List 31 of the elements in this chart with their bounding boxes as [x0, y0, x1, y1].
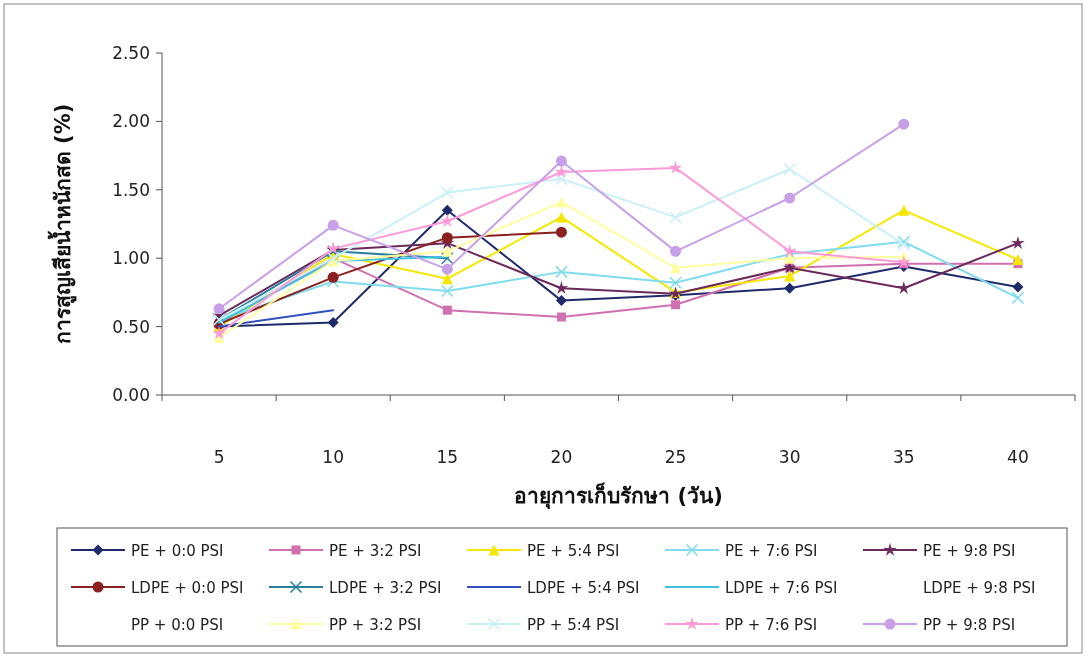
x-tick-label: 35 [892, 447, 915, 467]
y-tick-label: 2.50 [112, 43, 150, 63]
y-axis-title: การสูญเสียน้ำหนักสด (%) [47, 103, 77, 345]
x-tick-label: 15 [436, 447, 459, 467]
legend-label: LDPE + 7:6 PSI [725, 579, 838, 597]
legend-label: LDPE + 3:2 PSI [329, 579, 442, 597]
legend-label: PE + 5:4 PSI [527, 542, 620, 560]
legend-label: PE + 0:0 PSI [131, 542, 224, 560]
legend-label: PE + 7:6 PSI [725, 542, 818, 560]
legend-label: PP + 5:4 PSI [527, 616, 620, 634]
legend-label: PP + 3:2 PSI [329, 616, 422, 634]
y-tick-label: 0.00 [112, 385, 150, 405]
legend-label: PE + 3:2 PSI [329, 542, 422, 560]
x-axis-title: อายุการเก็บรักษา (วัน) [514, 482, 723, 510]
legend-label: PE + 9:8 PSI [923, 542, 1016, 560]
legend-label: PP + 9:8 PSI [923, 616, 1016, 634]
x-tick-label: 10 [322, 447, 345, 467]
text: LDPE + 9:8 PSI [923, 579, 1036, 597]
y-tick-label: 1.50 [112, 179, 150, 200]
legend-label: LDPE + 5:4 PSI [527, 579, 640, 597]
y-tick-label: 0.50 [112, 316, 150, 337]
text: PP + 0:0 PSI [131, 616, 224, 634]
y-tick-label: 1.00 [112, 248, 150, 269]
legend-label: LDPE + 0:0 PSI [131, 579, 244, 597]
x-tick-label: 5 [213, 447, 225, 467]
y-tick-label: 2.00 [112, 111, 150, 132]
x-tick-label: 20 [550, 447, 573, 467]
x-tick-label: 40 [1007, 447, 1029, 467]
x-tick-label: 30 [778, 447, 801, 467]
x-tick-label: 25 [664, 447, 687, 467]
legend-label: PP + 7:6 PSI [725, 616, 818, 634]
